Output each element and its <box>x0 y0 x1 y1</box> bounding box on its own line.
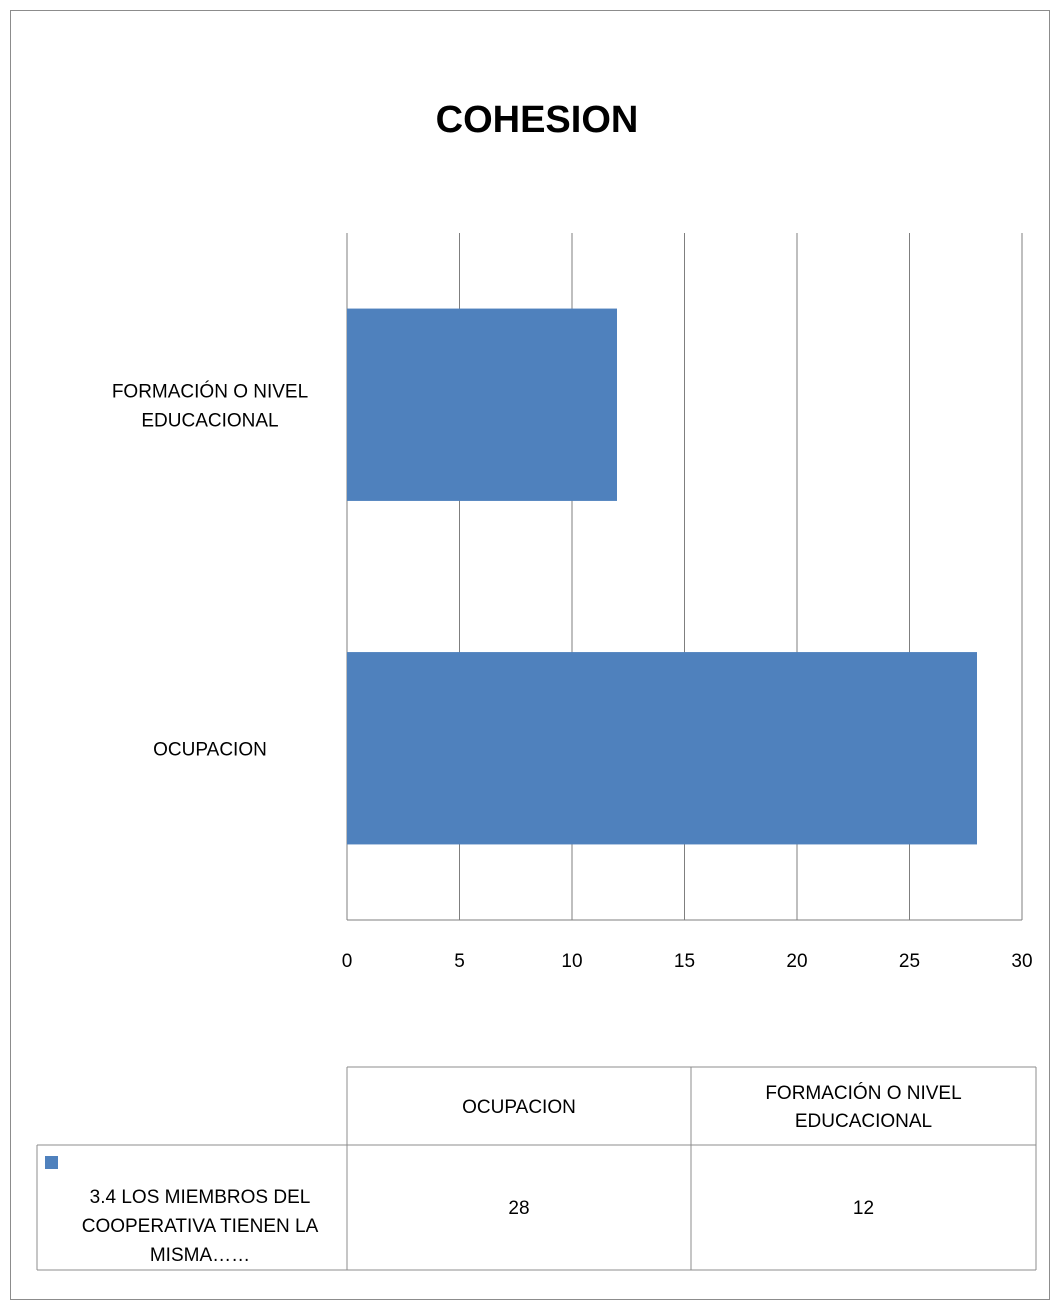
x-tick-label: 5 <box>454 951 465 972</box>
chart-title: COHESION <box>436 99 639 141</box>
bar <box>347 308 617 501</box>
x-tick-label: 0 <box>342 951 353 972</box>
y-category-label: EDUCACIONAL <box>141 410 278 431</box>
table-header: EDUCACIONAL <box>795 1111 932 1132</box>
x-tick-label: 20 <box>786 951 807 972</box>
table-row-label: 3.4 LOS MIEMBROS DEL <box>90 1187 311 1208</box>
bar <box>347 652 977 845</box>
y-category-label: FORMACIÓN O NIVEL <box>112 380 308 402</box>
table-row-label: MISMA…… <box>150 1245 250 1266</box>
x-tick-label: 15 <box>674 951 695 972</box>
chart-frame <box>10 10 1050 1300</box>
table-header: FORMACIÓN O NIVEL <box>765 1082 961 1104</box>
table-cell-value: 12 <box>853 1198 874 1219</box>
table-header: OCUPACION <box>462 1097 576 1118</box>
y-category-label: OCUPACION <box>153 739 267 760</box>
table-row-label: COOPERATIVA TIENEN LA <box>82 1216 319 1237</box>
x-tick-label: 10 <box>561 951 582 972</box>
x-tick-label: 25 <box>899 951 920 972</box>
legend-key <box>45 1156 58 1169</box>
table-cell-value: 28 <box>508 1198 529 1219</box>
x-tick-label: 30 <box>1011 951 1032 972</box>
